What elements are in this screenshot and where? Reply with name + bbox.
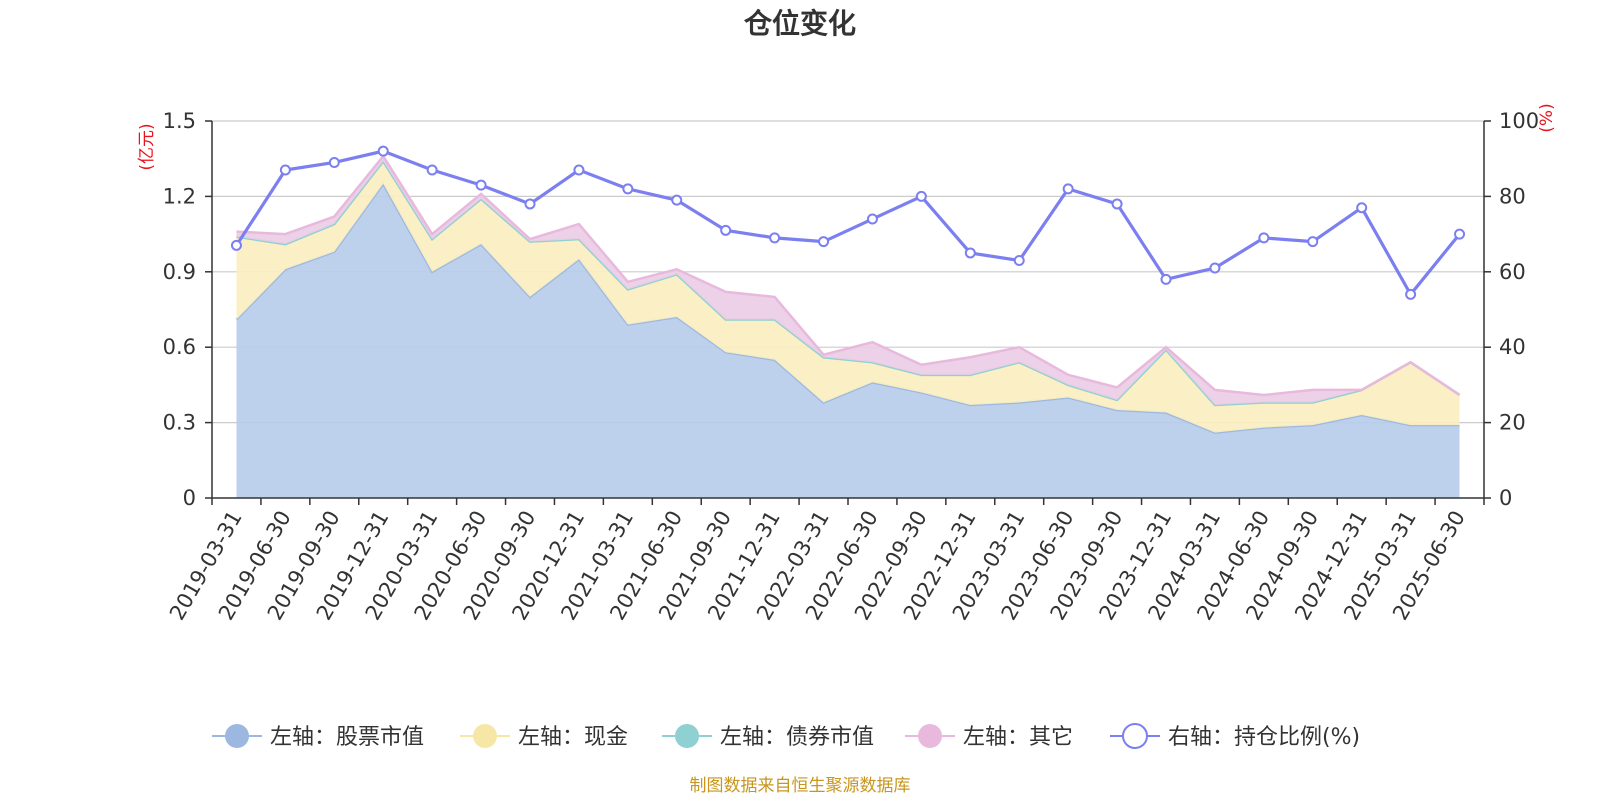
stacked-area-series — [235, 154, 1461, 499]
legend-item: 左轴：其它 — [905, 724, 1073, 750]
holding-ratio-line — [235, 149, 1461, 298]
data-source-note: 制图数据来自恒生聚源数据库 — [690, 776, 911, 796]
holding-ratio-point — [328, 156, 340, 168]
area-edge-line-3 — [236, 154, 1461, 397]
left-axis-tick-label: 1.2 — [163, 184, 196, 208]
legend-label: 右轴：持仓比例(%) — [1168, 725, 1360, 750]
holding-ratio-point — [230, 239, 242, 251]
holding-ratio-point — [1307, 236, 1319, 248]
legend-item: 左轴：股票市值 — [212, 724, 424, 750]
holding-ratio-point — [769, 232, 781, 244]
right-axis-tick-label: 20 — [1499, 411, 1526, 435]
left-axis-tick-label: 1.5 — [163, 109, 196, 133]
left-axis-unit-label: (亿元) — [137, 123, 157, 170]
left-axis-tick-label: 0.9 — [163, 260, 196, 284]
area-fill-0 — [236, 183, 1460, 499]
right-axis-unit-label: (%) — [1537, 103, 1557, 132]
area-fill-1 — [236, 161, 1460, 433]
holding-ratio-point — [1258, 232, 1270, 244]
axes — [205, 120, 1491, 505]
holding-ratio-point — [377, 145, 389, 157]
holding-ratio-point — [1013, 254, 1025, 266]
left-axis-tick-label: 0.6 — [163, 335, 196, 359]
legend-swatch-marker — [225, 724, 249, 748]
legend-label: 左轴：债券市值 — [720, 725, 874, 750]
holding-ratio-point — [1454, 228, 1466, 240]
chart-title: 仓位变化 — [744, 7, 856, 40]
legend-swatch-marker — [918, 724, 942, 748]
holding-ratio-point — [915, 190, 927, 202]
right-axis-tick-label: 0 — [1499, 486, 1512, 510]
holding-ratio-point — [524, 198, 536, 210]
holding-ratio-point — [475, 179, 487, 191]
holding-ratio-point — [279, 164, 291, 176]
area-fill-3 — [236, 156, 1460, 406]
holding-ratio-point — [1405, 288, 1417, 300]
right-axis-tick-label: 80 — [1499, 184, 1526, 208]
holding-ratio-point — [573, 164, 585, 176]
holding-ratio-point — [426, 164, 438, 176]
left-axis-tick-label: 0 — [183, 486, 196, 510]
legend-swatch-marker — [675, 724, 699, 748]
legend: 左轴：股票市值 左轴：现金 左轴：债券市值 左轴：其它 右轴：持仓比例(%) — [212, 723, 1360, 750]
legend-item: 左轴：现金 — [460, 724, 628, 750]
holding-ratio-point — [818, 236, 830, 248]
legend-item: 左轴：债券市值 — [662, 724, 874, 750]
legend-label: 左轴：现金 — [518, 725, 628, 750]
right-axis-tick-label: 100 — [1499, 109, 1539, 133]
holding-ratio-line-series — [230, 145, 1466, 300]
left-axis-tick-label: 0.3 — [163, 411, 196, 435]
right-axis-tick-label: 40 — [1499, 335, 1526, 359]
holding-ratio-point — [1356, 202, 1368, 214]
holding-ratio-point — [622, 183, 634, 195]
holding-ratio-point — [720, 224, 732, 236]
holding-ratio-point — [1160, 273, 1172, 285]
legend-label: 左轴：其它 — [963, 725, 1073, 750]
holding-ratio-point — [1111, 198, 1123, 210]
legend-item: 右轴：持仓比例(%) — [1110, 723, 1360, 750]
legend-swatch-marker — [1122, 723, 1148, 749]
holding-ratio-point — [1062, 183, 1074, 195]
holding-ratio-point — [964, 247, 976, 259]
holding-ratio-point — [1209, 262, 1221, 274]
legend-swatch-marker — [473, 724, 497, 748]
holding-ratio-point — [671, 194, 683, 206]
right-axis-tick-label: 60 — [1499, 260, 1526, 284]
holding-ratio-point — [866, 213, 878, 225]
legend-label: 左轴：股票市值 — [270, 725, 424, 750]
